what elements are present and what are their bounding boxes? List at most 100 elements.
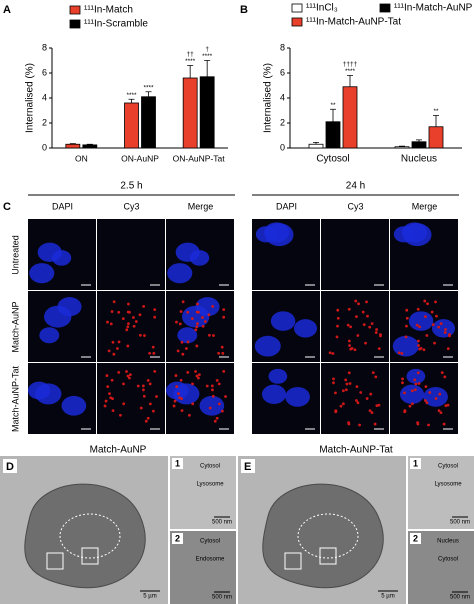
cy3-spot <box>370 322 374 326</box>
channel-label: Cy3 <box>347 201 363 211</box>
error-bar <box>69 143 76 145</box>
cy3-spot <box>172 404 176 408</box>
cy3-spot <box>132 324 136 328</box>
scale-label: 5 µm <box>143 594 156 600</box>
error-bar <box>187 65 194 78</box>
x-tick-label: Nucleus <box>401 154 437 165</box>
cy3-spot <box>416 421 420 425</box>
cy3-spot <box>116 347 119 350</box>
cy3-spot <box>181 300 185 304</box>
cy3-spot <box>434 300 437 304</box>
cy3-spot <box>186 310 190 314</box>
cy3-spot <box>203 320 207 323</box>
cy3-spot <box>180 409 184 412</box>
cy3-spot <box>418 347 422 351</box>
cy3-spot <box>222 315 226 319</box>
cy3-spot <box>427 423 430 427</box>
channel-label: Merge <box>412 201 438 211</box>
panel-label: D <box>6 461 14 473</box>
label-box <box>410 533 421 544</box>
bar <box>82 144 98 149</box>
inset-number: 1 <box>413 458 418 468</box>
cy3-spot <box>139 333 142 337</box>
cy3-spot <box>416 371 420 375</box>
cy3-spot <box>217 382 221 386</box>
row-label: Match-AuNP <box>10 301 20 352</box>
cy3-spot <box>195 344 199 348</box>
cy3-spot <box>220 345 224 349</box>
cy3-spot <box>155 395 158 398</box>
cy3-spot <box>434 397 438 400</box>
cy3-spot <box>339 404 343 408</box>
cy3-spot <box>173 399 177 403</box>
cy3-spot <box>142 388 145 392</box>
inset-number: 1 <box>175 458 180 468</box>
cy3-spot <box>108 392 111 395</box>
roi-box <box>46 552 64 570</box>
micrograph-bg <box>321 219 389 290</box>
micrograph <box>252 291 320 362</box>
row-label: Match-AuNP-Tat <box>10 365 20 432</box>
cy3-spot <box>334 409 338 413</box>
inset-label: Cytosol <box>200 539 220 545</box>
cy3-spot <box>221 351 225 355</box>
cy3-spot <box>175 320 178 324</box>
bar <box>124 102 139 149</box>
em-title: Match-AuNP-Tat <box>319 445 393 456</box>
time-label: 2.5 h <box>120 181 142 192</box>
cy3-spot <box>128 373 132 376</box>
cy3-spot <box>375 328 378 331</box>
inset-label: Lysosome <box>434 482 462 488</box>
cy3-spot <box>139 406 143 410</box>
micrograph <box>166 291 234 362</box>
cy3-spot <box>403 409 407 413</box>
cy3-spot <box>210 384 214 388</box>
cy3-spot <box>365 300 368 304</box>
scale-label: 500 nm <box>212 595 232 601</box>
cy3-spot <box>428 391 432 394</box>
cy3-spot <box>112 352 116 356</box>
nucleus <box>175 242 200 262</box>
roi-box <box>319 547 337 565</box>
cy3-spot <box>405 324 408 328</box>
y-axis-label: Internalised (%) <box>25 63 36 133</box>
cy3-spot <box>148 402 152 406</box>
cy3-spot <box>368 325 372 329</box>
cy3-spot <box>369 392 373 396</box>
cy3-spot <box>332 381 335 385</box>
cy3-spot <box>446 347 450 351</box>
legend-swatch <box>291 17 303 27</box>
panel-label: E <box>244 461 251 473</box>
cy3-spot <box>379 334 382 338</box>
cy3-spot <box>141 384 145 388</box>
cy3-spot <box>354 299 358 303</box>
nucleus <box>35 383 62 405</box>
label-box <box>3 459 17 473</box>
significance-label: †††† <box>343 61 358 68</box>
micrograph <box>97 363 165 434</box>
cy3-spot <box>348 344 351 347</box>
cy3-spot <box>153 369 157 373</box>
legend-label: ¹¹¹In-Match <box>84 5 133 16</box>
cy3-spot <box>355 315 358 319</box>
cy3-spot <box>122 402 126 406</box>
cy3-spot <box>403 391 406 395</box>
bar <box>411 141 427 149</box>
significance-label: ** <box>330 102 336 109</box>
cy3-spot <box>417 382 421 385</box>
label-box <box>410 458 421 469</box>
cy3-spot <box>127 302 130 306</box>
cy3-spot <box>197 310 200 314</box>
cy3-spot <box>146 379 150 382</box>
cy3-spot <box>109 396 113 400</box>
micrograph <box>390 219 458 290</box>
cy3-spot <box>439 322 443 326</box>
panel-label: B <box>240 4 248 16</box>
cy3-spot <box>444 328 447 331</box>
nucleus <box>37 242 62 262</box>
cy3-spot <box>117 310 121 314</box>
cy3-spot <box>437 409 441 413</box>
nucleus <box>195 297 220 317</box>
cy3-spot <box>348 382 352 385</box>
cy3-spot <box>117 370 121 374</box>
